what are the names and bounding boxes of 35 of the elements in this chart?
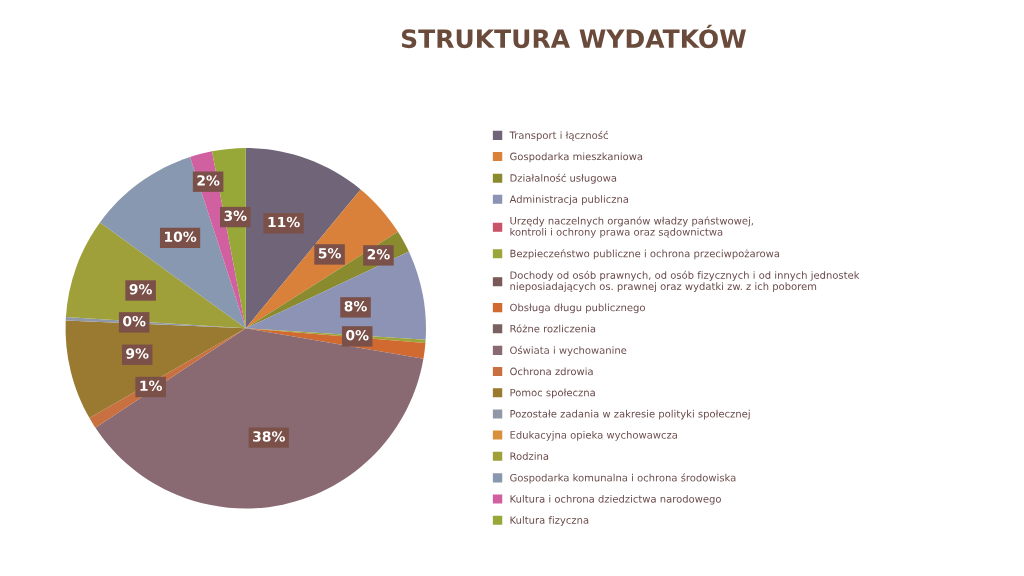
legend-label: Bezpieczeństwo publiczne i ochrona przeciwpożarowa — [510, 249, 780, 260]
pie-slice — [95, 328, 424, 509]
legend-label: Różne rozliczenia — [510, 324, 596, 333]
legend-label: Urzędy naczelnych organów władzy państwowej, kontroli i ochrony prawa oraz sądownictwa — [510, 216, 753, 238]
legend-label: Oświata i wychowanine — [510, 345, 627, 356]
legend-label: Ochrona zdrowia — [510, 367, 593, 376]
data-label: 1% — [140, 380, 163, 392]
legend-label: Edukacyjna opieka wychowawcza — [510, 430, 677, 441]
data-label: 5% — [318, 247, 341, 259]
data-label: 2% — [367, 248, 390, 260]
legend-label: Kultura fizyczna — [510, 516, 589, 526]
pie-slice — [65, 222, 246, 329]
data-label: 0% — [346, 329, 369, 341]
legend-label: Gospodarka mieszkaniowa — [510, 152, 643, 163]
data-label: 38% — [253, 431, 285, 442]
pie-slice — [99, 156, 246, 329]
data-label: 8% — [344, 300, 367, 312]
legend-label: Gospodarka komunalna i ochrona środowiska — [510, 473, 736, 484]
data-label: 9% — [126, 348, 149, 359]
legend-label: Pozostałe zadania w zakresie polityki społecznej — [510, 409, 750, 420]
data-label: 9% — [129, 283, 152, 295]
data-label: 3% — [224, 210, 247, 222]
legend-label: Administracja publiczna — [509, 195, 629, 205]
data-label: 11% — [268, 216, 300, 228]
data-label: 10% — [165, 231, 197, 242]
legend-label: Obsługa długu publicznego — [510, 303, 645, 314]
legend-label: Dochody od osób prawnych, od osób fizycznych i od innych jednostek nieposiadających os. prawnej oraz wydatki zw. z ich poborem — [510, 270, 860, 293]
legend-label: Kultura i ochrona dziedzictwa narodowego — [510, 494, 721, 505]
legend-label: Pomoc społeczna — [510, 388, 595, 399]
data-label: 0% — [123, 315, 146, 327]
legend-label: Transport i łączność — [509, 130, 608, 141]
legend-label: Działalność usługowa — [510, 173, 617, 184]
chart-title: STRUKTURA WYDATKÓW — [401, 24, 746, 49]
data-label: 2% — [197, 175, 220, 186]
legend-label: Rodzina — [510, 452, 549, 460]
